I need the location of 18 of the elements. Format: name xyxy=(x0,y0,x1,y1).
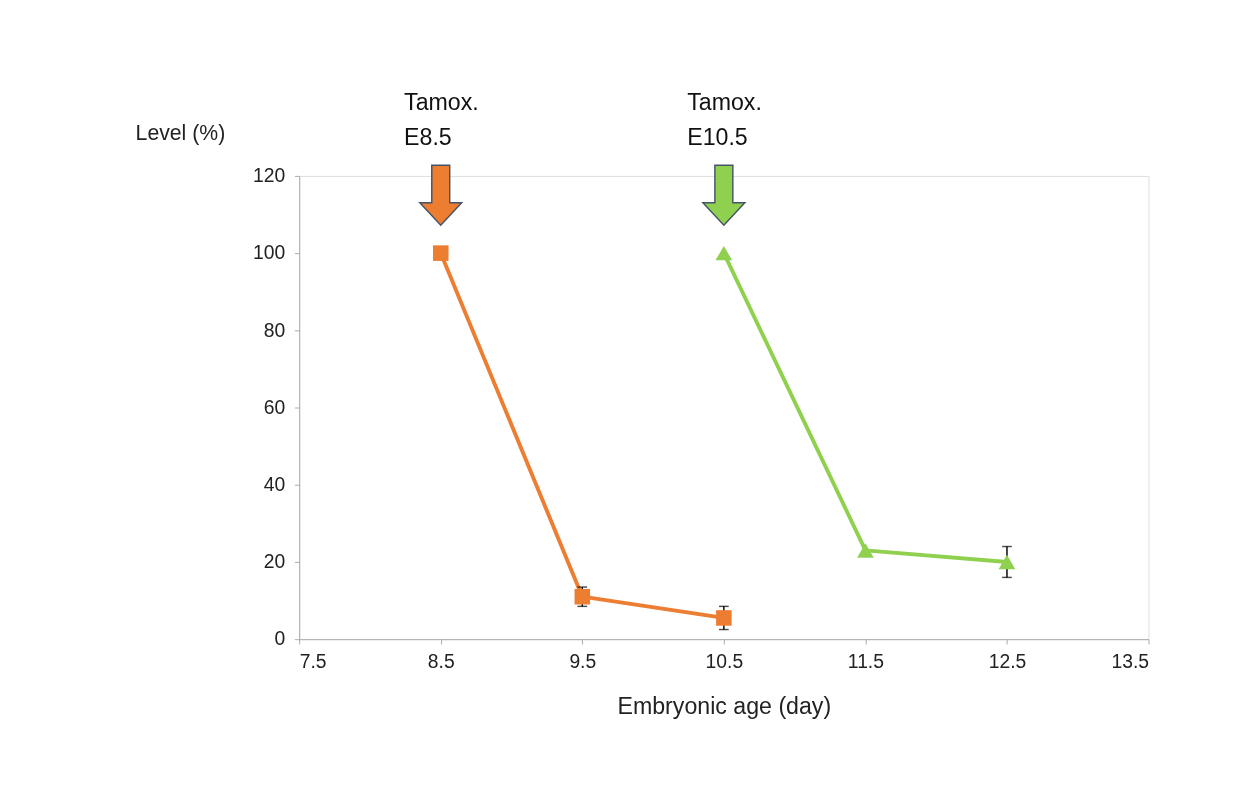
text: Tamox. E10.5 xyxy=(687,89,762,151)
x-tick-label: 12.5 xyxy=(988,650,1027,672)
x-tick-label: 11.5 xyxy=(847,650,884,672)
x-tick-label: 8.5 xyxy=(427,650,455,672)
y-tick-label: 20 xyxy=(263,551,286,573)
y-tick-label: 40 xyxy=(263,474,286,496)
y-tick-label: 100 xyxy=(253,242,286,264)
x-tick-label: 10.5 xyxy=(705,650,744,672)
x-tick-label: 7.5 xyxy=(299,650,327,672)
x-axis-title: Embryonic age (day) xyxy=(617,692,832,719)
y-tick-label: 80 xyxy=(263,319,286,341)
y-tick-label: 60 xyxy=(263,396,286,418)
x-tick-label: 13.5 xyxy=(1111,650,1149,672)
y-axis-title: Level (%) xyxy=(135,120,226,145)
y-tick-label: 120 xyxy=(253,165,286,187)
text: Tamox. E8.5 xyxy=(404,89,479,151)
x-tick-label: 9.5 xyxy=(569,650,597,672)
y-tick-label: 0 xyxy=(274,628,286,650)
